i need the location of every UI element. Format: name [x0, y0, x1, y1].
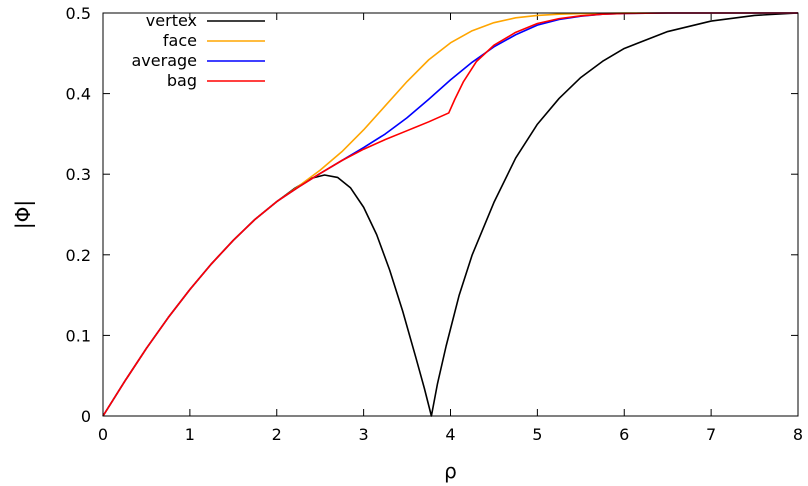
y-tick-label: 0 — [81, 407, 91, 426]
series-line-average — [102, 12, 798, 417]
x-tick-label: 3 — [359, 425, 369, 444]
y-tick-label: 0.4 — [66, 85, 91, 104]
x-tick-label: 1 — [185, 425, 195, 444]
y-tick-label: 0.5 — [66, 4, 91, 23]
legend-label-average: average — [132, 51, 198, 70]
y-tick-label: 0.2 — [66, 246, 91, 265]
series-layer — [102, 12, 799, 417]
x-tick-label: 2 — [272, 425, 282, 444]
series-line-face — [102, 12, 798, 417]
x-tick-label: 8 — [793, 425, 803, 444]
series-line-vertex — [102, 12, 799, 417]
x-tick-label: 5 — [532, 425, 542, 444]
series-line-bag — [102, 12, 798, 417]
legend-label-vertex: vertex — [146, 11, 197, 30]
legend-label-bag: bag — [167, 71, 197, 90]
ticks-layer: 0 1 2 3 4 5 6 7 8 0 0.1 0.2 0.3 0.4 0.5 — [66, 4, 804, 444]
x-axis-label: ρ — [444, 459, 457, 483]
x-tick-label: 0 — [98, 425, 108, 444]
legend-label-face: face — [163, 31, 197, 50]
y-tick-label: 0.1 — [66, 326, 91, 345]
y-axis-label: |Φ| — [11, 200, 35, 229]
x-tick-label: 6 — [619, 425, 629, 444]
x-tick-label: 7 — [706, 425, 716, 444]
x-tick-label: 4 — [445, 425, 455, 444]
plot-frame — [102, 12, 799, 417]
y-tick-label: 0.3 — [66, 165, 91, 184]
